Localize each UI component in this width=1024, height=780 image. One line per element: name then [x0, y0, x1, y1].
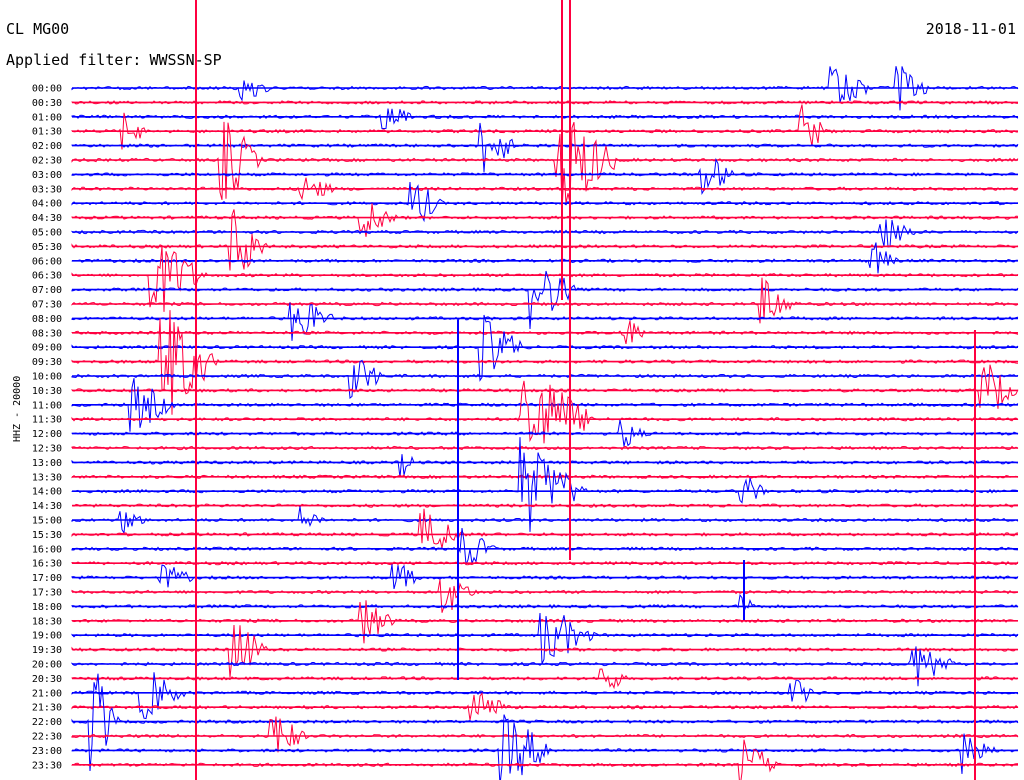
- time-label: 00:00: [32, 84, 62, 95]
- time-label: 05:00: [32, 228, 62, 239]
- trace-line: [71, 437, 1019, 532]
- time-label: 09:30: [32, 357, 62, 368]
- time-label: 09:00: [32, 343, 62, 354]
- time-label: 07:00: [32, 285, 62, 296]
- time-label: 15:30: [32, 530, 62, 541]
- time-label: 10:00: [32, 372, 62, 383]
- time-label: 17:30: [32, 588, 62, 599]
- trace-line: [71, 593, 1019, 614]
- trace-line: [71, 380, 1019, 444]
- time-label: 16:00: [32, 544, 62, 555]
- time-label: 22:30: [32, 732, 62, 743]
- time-label: 03:00: [32, 170, 62, 181]
- time-label: 18:30: [32, 616, 62, 627]
- time-label: 08:00: [32, 314, 62, 325]
- trace-line: [71, 302, 1019, 341]
- time-label: 14:30: [32, 501, 62, 512]
- time-label: 21:30: [32, 703, 62, 714]
- trace-line: [71, 564, 1019, 590]
- time-label: 04:30: [32, 213, 62, 224]
- time-label: 04:00: [32, 199, 62, 210]
- event-layer: [195, 0, 976, 780]
- time-label: 06:30: [32, 271, 62, 282]
- trace-line: [71, 646, 1019, 687]
- time-label: 16:30: [32, 559, 62, 570]
- trace-line: [71, 714, 1018, 780]
- time-label: 02:30: [32, 156, 62, 167]
- time-label: 21:00: [32, 688, 62, 699]
- time-label: 12:30: [32, 444, 62, 455]
- time-label: 08:30: [32, 328, 62, 339]
- time-label: 01:30: [32, 127, 62, 138]
- time-label: 22:00: [32, 717, 62, 728]
- date-label: 2018-11-01: [925, 20, 1016, 38]
- time-label: 19:30: [32, 645, 62, 656]
- time-label: 20:30: [32, 674, 62, 685]
- trace-line: [71, 104, 1018, 150]
- trace-line: [71, 364, 1019, 409]
- trace-line: [71, 508, 1019, 549]
- time-label: 01:00: [32, 112, 62, 123]
- time-label: 05:30: [32, 242, 62, 253]
- trace-line: [71, 739, 1019, 780]
- trace-line: [71, 579, 1019, 613]
- filter-label: Applied filter:: [6, 51, 142, 69]
- time-label: 06:00: [32, 256, 62, 267]
- time-label: 00:30: [32, 98, 62, 109]
- trace-line: [71, 359, 1019, 399]
- time-label: 10:30: [32, 386, 62, 397]
- time-label: 19:00: [32, 631, 62, 642]
- time-label: 23:30: [32, 760, 62, 771]
- time-label: 17:00: [32, 573, 62, 584]
- trace-line: [71, 108, 1019, 130]
- trace-line: [71, 121, 1019, 213]
- time-label: 13:00: [32, 458, 62, 469]
- station-title: CL MG00: [6, 20, 70, 38]
- time-label: 14:00: [32, 487, 62, 498]
- time-label: 07:30: [32, 300, 62, 311]
- time-label: 12:00: [32, 429, 62, 440]
- time-tick-labels: 00:00 00:30 01:00 01:30 02:00 02:30 03:00 03:30…: [32, 84, 62, 772]
- y-axis-label: HHZ - 20000: [12, 375, 23, 442]
- time-label: 15:00: [32, 516, 62, 527]
- time-label: 18:00: [32, 602, 62, 613]
- time-label: 03:30: [32, 184, 62, 195]
- time-label: 02:00: [32, 141, 62, 152]
- trace-line: [71, 310, 1019, 415]
- time-label: 13:30: [32, 472, 62, 483]
- trace-line: [71, 270, 1019, 330]
- filter-line: Applied filter: WWSSN-SP: [6, 51, 222, 69]
- time-label: 11:00: [32, 400, 62, 411]
- time-label: 20:00: [32, 660, 62, 671]
- trace-layer: [71, 66, 1019, 780]
- filter-name: WWSSN-SP: [149, 51, 222, 69]
- time-label: 23:00: [32, 746, 62, 757]
- time-label: 11:30: [32, 415, 62, 426]
